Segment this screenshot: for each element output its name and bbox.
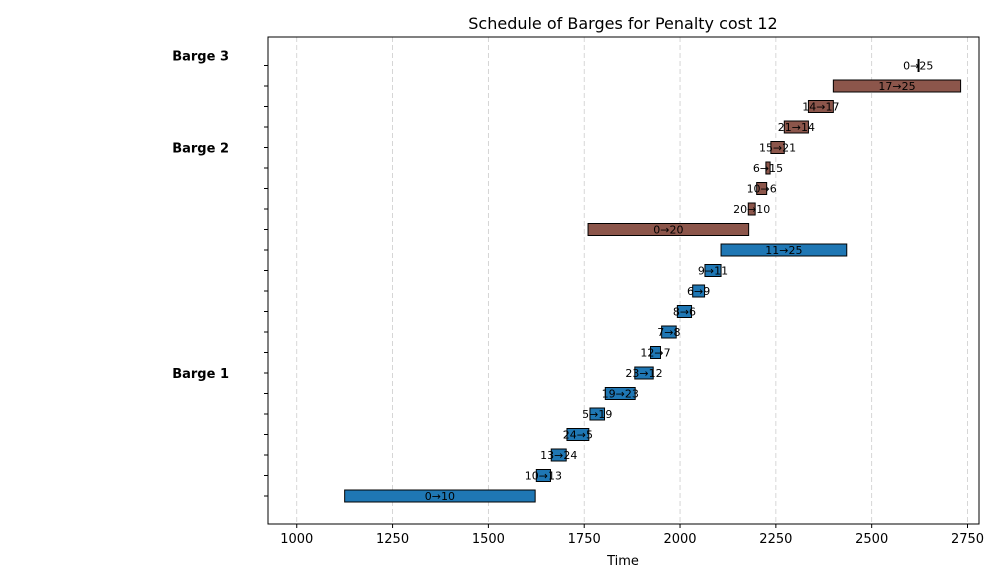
- x-tick-label: 2000: [663, 532, 696, 547]
- bar-label: 13→24: [540, 449, 577, 462]
- group-labels: Barge 1 Barge 2 Barge 3: [172, 49, 229, 382]
- bar-label: 21→14: [778, 121, 815, 134]
- x-axis-ticks: 1000 1250 1500 1750 2000 2250 2500 2750: [280, 524, 984, 547]
- gantt-bar: [832, 79, 962, 93]
- bar-label: 15→21: [759, 142, 796, 155]
- bar-label: 17→25: [878, 80, 915, 93]
- gantt-bar: [747, 202, 756, 216]
- bar-label: 10→13: [525, 470, 562, 483]
- bar-label: 19→23: [602, 388, 639, 401]
- barge-group-label: Barge 1: [172, 367, 229, 382]
- x-tick-label: 1000: [280, 532, 313, 547]
- x-axis-label: Time: [606, 554, 639, 569]
- bar-label: 10→6: [747, 183, 777, 196]
- x-tick-label: 1250: [376, 532, 409, 547]
- gantt-bar: [566, 428, 590, 441]
- gantt-bar: [720, 243, 848, 257]
- gantt-bar: [650, 346, 661, 359]
- bar-label: 9→11: [698, 265, 728, 278]
- gantt-bar: [550, 448, 567, 462]
- bar-label: 7→8: [657, 326, 680, 339]
- gantt-bar: [344, 489, 536, 503]
- gantt-bar: [661, 325, 677, 339]
- gantt-bar: [676, 305, 693, 318]
- bar-label: 24→5: [563, 429, 593, 442]
- bar-label: 0→20: [653, 224, 683, 237]
- bar-label: 14→17: [802, 101, 839, 114]
- gantt-bar: [765, 161, 771, 175]
- bars: [344, 59, 962, 503]
- bar-labels: 0→10 10→13 13→24 24→5 5→19 19→23 23→12 12→7 7→8 8…: [425, 60, 934, 504]
- bar-label: 5→19: [582, 408, 612, 421]
- bar-label: 6→15: [753, 162, 783, 175]
- bar-label: 11→25: [765, 244, 802, 257]
- gantt-bar: [535, 469, 551, 482]
- bar-label: 8→6: [673, 306, 696, 319]
- bar-label: 6→9: [687, 285, 710, 298]
- plot-frame: [267, 36, 980, 525]
- barge-group-label: Barge 2: [172, 142, 229, 157]
- bar-label: 23→12: [625, 367, 662, 380]
- gantt-bar: [756, 182, 768, 195]
- gantt-bar: [587, 223, 750, 236]
- x-tick-label: 1500: [472, 532, 505, 547]
- gantt-bar: [783, 120, 809, 134]
- gantt-bar: [807, 100, 834, 113]
- gantt-bar: [917, 59, 920, 72]
- x-tick-label: 2250: [759, 532, 792, 547]
- gantt-bar: [634, 366, 654, 380]
- chart-title: Schedule of Barges for Penalty cost 12: [468, 14, 777, 33]
- bar-label: 0→25: [903, 60, 933, 73]
- gantt-bar: [692, 284, 706, 298]
- gantt-bar: [770, 141, 785, 154]
- bar-label: 20→10: [733, 203, 770, 216]
- gantt-bar: [704, 264, 722, 277]
- bar-label: 0→10: [425, 490, 455, 503]
- grid-lines: [296, 37, 968, 524]
- x-tick-label: 1750: [568, 532, 601, 547]
- x-tick-label: 2500: [855, 532, 888, 547]
- y-axis-ticks: [264, 65, 268, 497]
- gantt-bar: [589, 407, 606, 421]
- gantt-bar: [604, 387, 636, 400]
- x-tick-label: 2750: [951, 532, 984, 547]
- barge-group-label: Barge 3: [172, 49, 229, 64]
- bar-label: 12→7: [640, 347, 670, 360]
